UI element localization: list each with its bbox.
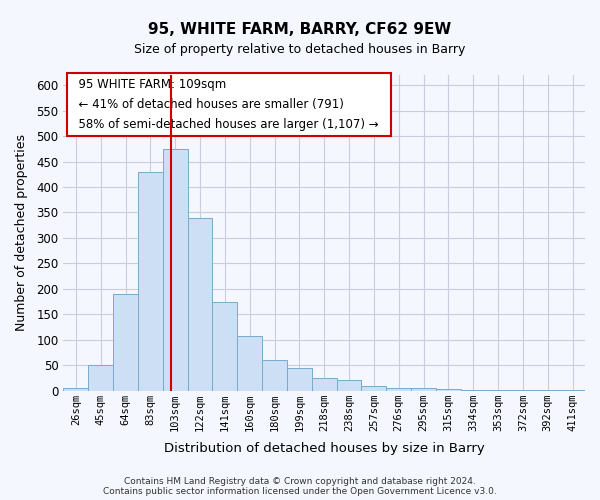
Bar [386, 388, 411, 390]
Bar [88, 365, 113, 390]
Bar [113, 294, 138, 390]
Bar [411, 388, 436, 390]
Bar [212, 302, 237, 390]
Y-axis label: Number of detached properties: Number of detached properties [15, 134, 28, 332]
Bar [188, 218, 212, 390]
Bar [312, 378, 337, 390]
Bar [361, 386, 386, 390]
Bar [337, 380, 361, 390]
Text: 95, WHITE FARM, BARRY, CF62 9EW: 95, WHITE FARM, BARRY, CF62 9EW [148, 22, 452, 38]
Bar [237, 336, 262, 390]
Text: Contains HM Land Registry data © Crown copyright and database right 2024.: Contains HM Land Registry data © Crown c… [124, 477, 476, 486]
Text: 95 WHITE FARM: 109sqm
  ← 41% of detached houses are smaller (791)
  58% of semi: 95 WHITE FARM: 109sqm ← 41% of detached … [71, 78, 386, 131]
Bar [64, 388, 88, 390]
Bar [287, 368, 312, 390]
Text: Size of property relative to detached houses in Barry: Size of property relative to detached ho… [134, 42, 466, 56]
Text: Contains public sector information licensed under the Open Government Licence v3: Contains public sector information licen… [103, 487, 497, 496]
Bar [436, 389, 461, 390]
Bar [138, 172, 163, 390]
Bar [262, 360, 287, 390]
X-axis label: Distribution of detached houses by size in Barry: Distribution of detached houses by size … [164, 442, 485, 455]
Bar [163, 149, 188, 390]
